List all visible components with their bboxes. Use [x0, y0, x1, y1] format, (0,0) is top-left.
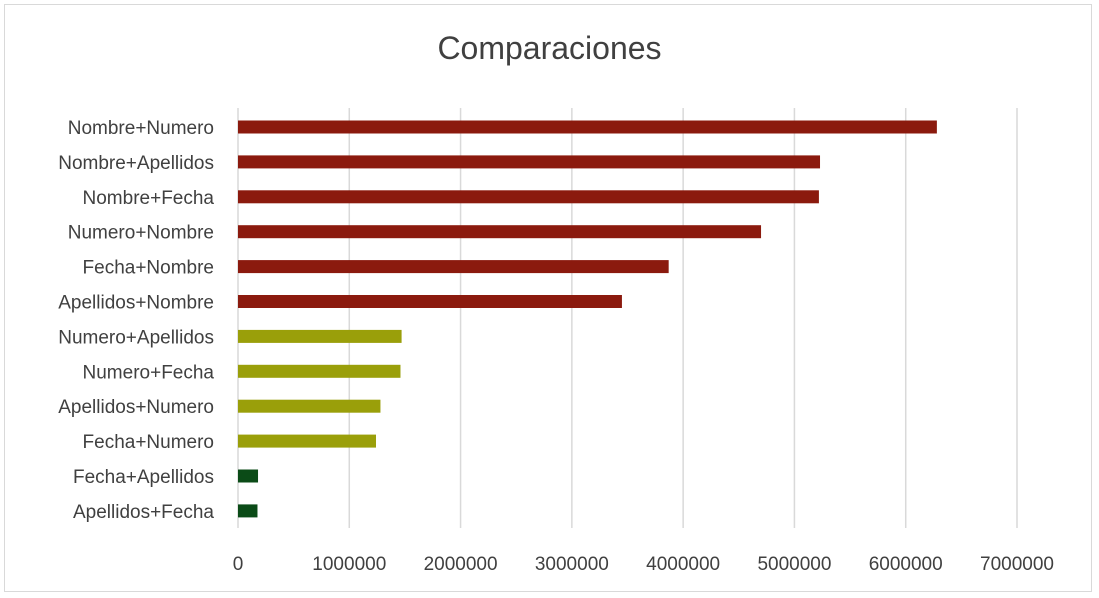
chart-title: Comparaciones: [437, 30, 662, 66]
bar: [238, 295, 622, 308]
category-label: Apellidos+Nombre: [58, 293, 214, 314]
bar: [238, 329, 402, 343]
x-tick-label: 4000000: [646, 554, 720, 575]
bar-layer: [238, 120, 937, 518]
category-label: Fecha+Nombre: [83, 258, 214, 279]
category-label: Apellidos+Numero: [58, 397, 214, 418]
bar: [238, 434, 376, 448]
category-labels: Nombre+Numero Nombre+Apellidos Nombre+Fech…: [58, 118, 214, 523]
x-tick-label: 5000000: [757, 554, 831, 575]
category-label: Numero+Apellidos: [58, 327, 214, 348]
bar: [238, 155, 821, 169]
category-label: Nombre+Fecha: [83, 188, 215, 209]
bar: [238, 225, 762, 239]
bar: [238, 120, 937, 134]
x-tick-label: 2000000: [424, 554, 498, 575]
x-tick-label: 6000000: [869, 554, 943, 575]
bar: [238, 190, 819, 204]
bar: [238, 469, 259, 483]
category-label: Numero+Fecha: [83, 362, 215, 383]
bar: [238, 260, 669, 274]
category-label: Apellidos+Fecha: [73, 502, 214, 523]
x-axis-tick-labels: 0 1000000 2000000 3000000 4000000 5000000 6000…: [233, 554, 1054, 575]
category-label: Nombre+Apellidos: [58, 153, 214, 174]
bar: [238, 364, 401, 378]
bar: [238, 504, 258, 518]
x-tick-label: 7000000: [980, 554, 1054, 575]
category-label: Fecha+Numero: [83, 432, 214, 453]
grid-layer: [237, 108, 1018, 528]
category-label: Numero+Nombre: [68, 223, 214, 244]
category-label: Fecha+Apellidos: [73, 467, 214, 488]
x-tick-label: 0: [233, 554, 244, 575]
bar: [238, 399, 381, 413]
category-label: Nombre+Numero: [68, 118, 214, 139]
x-tick-label: 1000000: [312, 554, 386, 575]
x-tick-label: 3000000: [535, 554, 609, 575]
